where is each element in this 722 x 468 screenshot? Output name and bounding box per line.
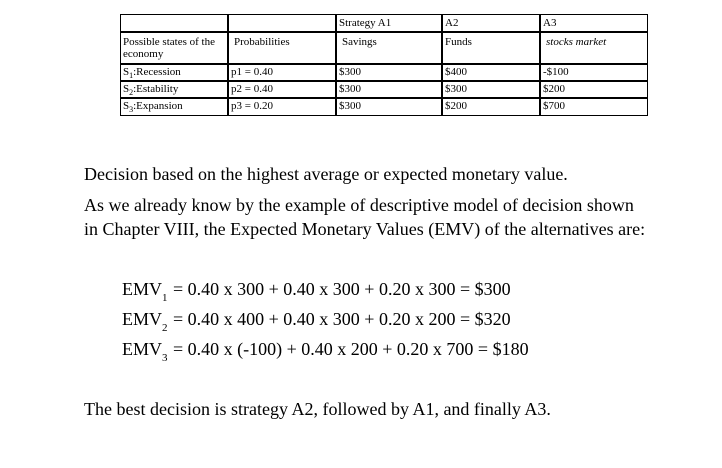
header-cell-a3: A3 bbox=[540, 14, 648, 32]
state-name: :Estability bbox=[133, 83, 179, 95]
label-cell-states: Possible states of the economy bbox=[120, 32, 228, 64]
label-cell-stocks-market: stocks market bbox=[540, 32, 648, 64]
label-cell-probabilities: Probabilities bbox=[228, 32, 336, 64]
a3-cell-1: -$100 bbox=[540, 64, 648, 81]
a2-cell-2: $300 bbox=[442, 81, 540, 98]
emv-subscript: 1 bbox=[162, 292, 168, 304]
a3-cell-2: $200 bbox=[540, 81, 648, 98]
state-name: :Recession bbox=[133, 66, 181, 78]
intro-line-2: in Chapter VIII, the Expected Monetary V… bbox=[84, 219, 646, 239]
a2-cell-1: $400 bbox=[442, 64, 540, 81]
emv-subscript: 3 bbox=[162, 352, 168, 364]
emv-label: EMV bbox=[122, 339, 162, 359]
emv-expression: = 0.40 x 300 + 0.40 x 300 + 0.20 x 300 =… bbox=[168, 279, 511, 299]
header-cell-a1: Strategy A1 bbox=[336, 14, 442, 32]
header-cell-prob bbox=[228, 14, 336, 32]
a3-cell-3: $700 bbox=[540, 98, 648, 116]
state-prefix: S bbox=[123, 100, 130, 112]
prob-cell-2: p2 = 0.40 bbox=[228, 81, 336, 98]
intro-line-1: As we already know by the example of des… bbox=[84, 195, 634, 215]
emv-expression: = 0.40 x 400 + 0.40 x 300 + 0.20 x 200 =… bbox=[168, 309, 511, 329]
state-prefix: S bbox=[123, 66, 130, 78]
emv-subscript: 2 bbox=[162, 322, 168, 334]
conclusion-text: The best decision is strategy A2, follow… bbox=[84, 399, 551, 419]
emv-equation-2: EMV2 = 0.40 x 400 + 0.40 x 300 + 0.20 x … bbox=[122, 307, 511, 340]
state-name: :Expansion bbox=[133, 100, 183, 112]
state-cell-recession: S1:Recession bbox=[120, 64, 228, 81]
decision-table: Strategy A1 A2 A3 Possible states of the… bbox=[120, 14, 648, 116]
emv-expression: = 0.40 x (-100) + 0.40 x 200 + 0.20 x 70… bbox=[168, 339, 529, 359]
label-cell-funds: Funds bbox=[442, 32, 540, 64]
emv-label: EMV bbox=[122, 309, 162, 329]
header-cell-a2: A2 bbox=[442, 14, 540, 32]
emv-equation-3: EMV3 = 0.40 x (-100) + 0.40 x 200 + 0.20… bbox=[122, 337, 529, 370]
label-cell-savings: Savings bbox=[336, 32, 442, 64]
state-sub: 3 bbox=[129, 105, 134, 115]
a1-cell-1: $300 bbox=[336, 64, 442, 81]
emv-equation-1: EMV1 = 0.40 x 300 + 0.40 x 300 + 0.20 x … bbox=[122, 277, 511, 310]
header-cell-state bbox=[120, 14, 228, 32]
a1-cell-3: $300 bbox=[336, 98, 442, 116]
a1-cell-2: $300 bbox=[336, 81, 442, 98]
prob-cell-3: p3 = 0.20 bbox=[228, 98, 336, 116]
state-cell-expansion: S3:Expansion bbox=[120, 98, 228, 116]
state-sub: 1 bbox=[129, 71, 134, 81]
emv-label: EMV bbox=[122, 279, 162, 299]
state-sub: 2 bbox=[129, 88, 134, 98]
a2-cell-3: $200 bbox=[442, 98, 540, 116]
decision-heading: Decision based on the highest average or… bbox=[84, 164, 568, 184]
state-prefix: S bbox=[123, 83, 130, 95]
state-cell-estability: S2:Estability bbox=[120, 81, 228, 98]
prob-cell-1: p1 = 0.40 bbox=[228, 64, 336, 81]
